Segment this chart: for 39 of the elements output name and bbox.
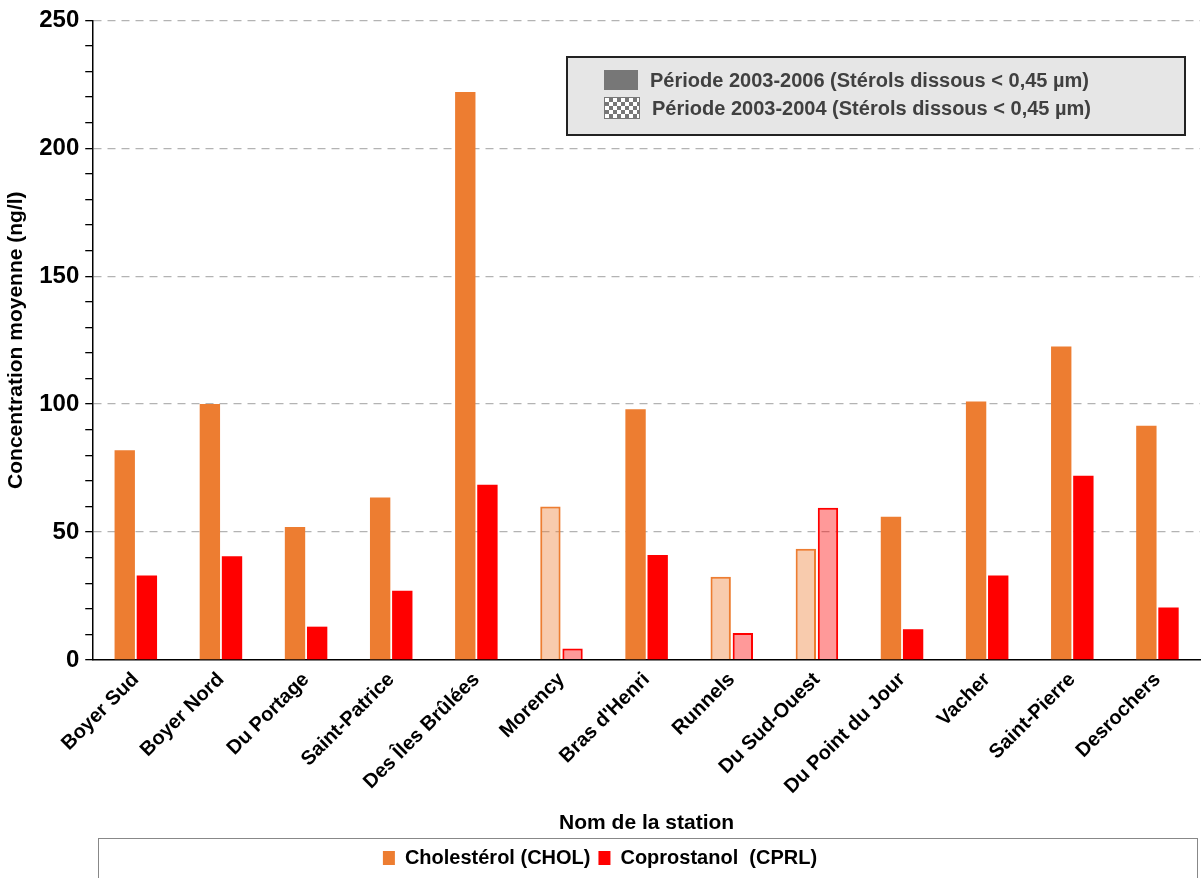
annotation: Période 2003-2006 (Stérols dissous < 0,45 µm) <box>650 68 1089 93</box>
y-tick-label: 200 <box>39 132 80 160</box>
bar <box>114 450 135 660</box>
y-tick-label: 100 <box>39 388 80 416</box>
bar <box>965 401 987 660</box>
x-axis-title: Nom de la station <box>559 810 735 834</box>
bar <box>562 648 583 660</box>
y-axis-title: Concentration moyenne (ng/l) <box>3 191 27 489</box>
bar <box>647 555 668 660</box>
bar <box>284 526 306 660</box>
y-tick-label: 150 <box>39 260 80 288</box>
bar <box>477 484 498 660</box>
bar <box>392 590 413 660</box>
bar <box>625 409 646 660</box>
bar <box>221 556 243 660</box>
legend-label: Cholestérol (CHOL) <box>404 845 591 868</box>
bar <box>732 633 754 660</box>
y-tick-label: 50 <box>52 516 80 544</box>
bar <box>1136 425 1157 660</box>
bar <box>902 629 924 660</box>
bar <box>306 626 328 660</box>
bar <box>1073 475 1094 660</box>
bar <box>710 576 731 660</box>
bar <box>817 507 839 660</box>
bar <box>199 404 221 660</box>
y-tick-label: 0 <box>65 644 80 672</box>
bar <box>540 506 561 660</box>
bar <box>455 92 476 660</box>
legend-label: Coprostanol (CPRL) <box>620 845 818 868</box>
bar <box>988 575 1009 660</box>
y-tick-label: 250 <box>39 5 80 33</box>
bar <box>369 497 391 660</box>
bar <box>136 575 158 660</box>
legend-box: Période 2003-2006 (Stérols dissous < 0,45 µm) Période 2003-2004 (Stérols dissous < 0,45 µm) <box>566 56 1186 136</box>
annotation: Période 2003-2004 (Stérols dissous < 0,45 µm) <box>652 96 1091 121</box>
bar <box>1051 346 1072 660</box>
bar <box>1158 607 1179 660</box>
bar <box>795 548 817 660</box>
bar <box>880 516 902 660</box>
